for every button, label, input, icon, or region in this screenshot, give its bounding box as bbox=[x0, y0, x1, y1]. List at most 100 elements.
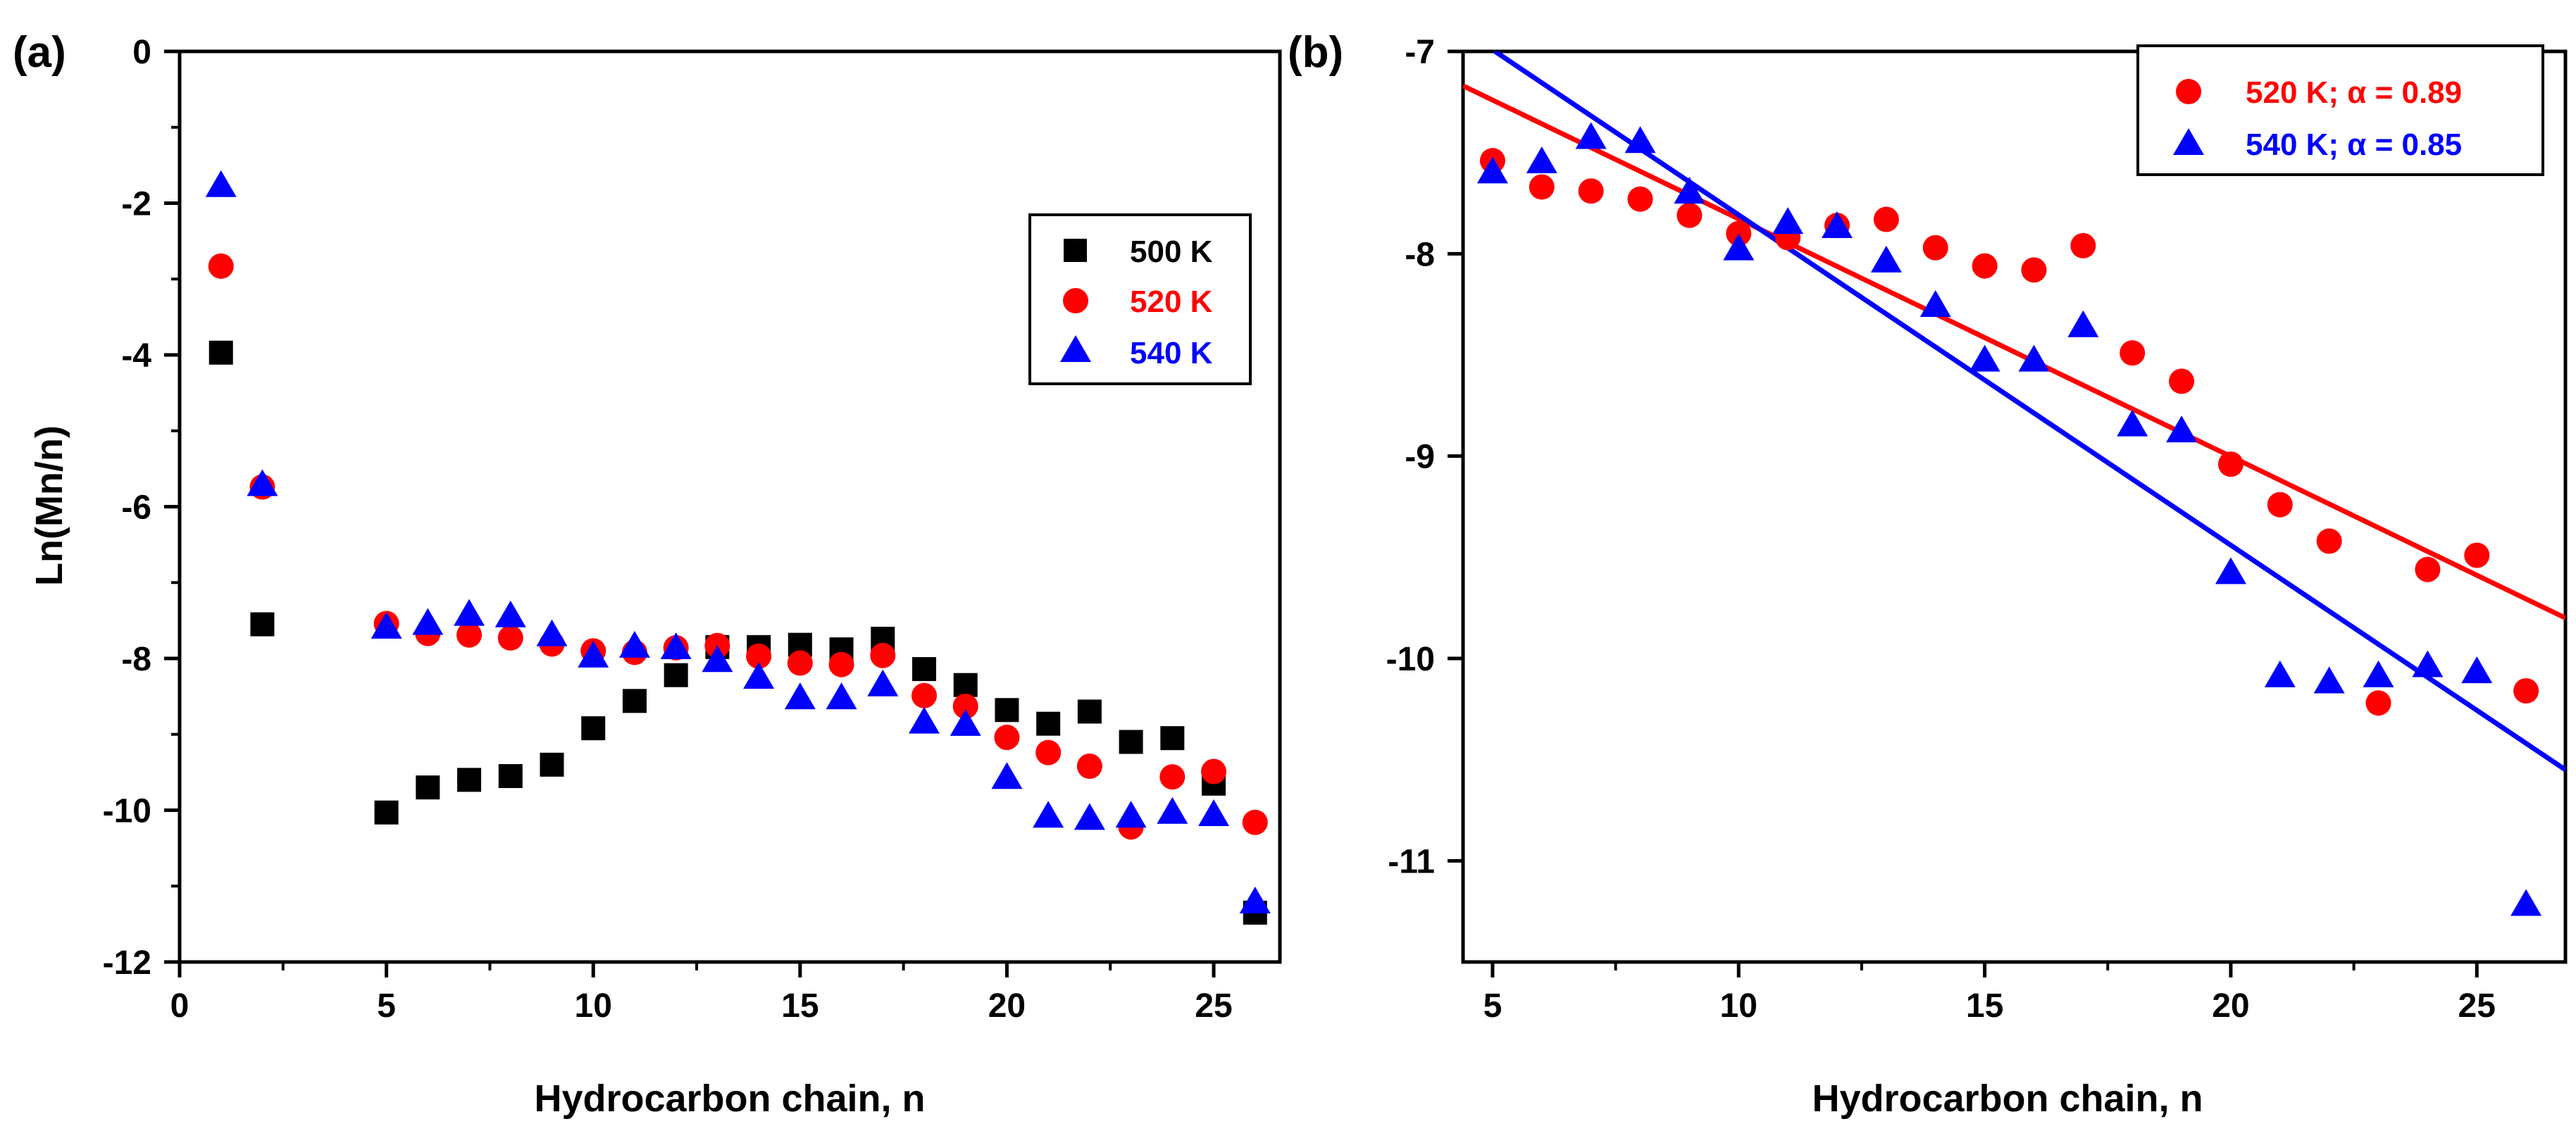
x-tick-label: 5 bbox=[1483, 987, 1502, 1025]
data-point-circle bbox=[2464, 542, 2490, 568]
panel-a-plot-frame bbox=[178, 49, 1282, 964]
data-point-circle bbox=[1242, 809, 1268, 835]
panel-a: (a) 0 5 10 15 20 25 0 -2 -4 -6 -8 -10 -12 Hydrocarbo… bbox=[13, 28, 1282, 1120]
data-point-triangle bbox=[1624, 126, 1656, 154]
y-tick-label: -6 bbox=[121, 489, 151, 527]
data-point-triangle bbox=[826, 682, 857, 710]
data-point-circle bbox=[2267, 492, 2293, 518]
data-point-circle bbox=[1676, 202, 1703, 228]
x-tick-label: 10 bbox=[575, 987, 612, 1025]
data-point-circle bbox=[1529, 174, 1555, 200]
data-point-triangle bbox=[1969, 344, 2001, 372]
data-point-square bbox=[540, 752, 564, 777]
legend-label-520k-fit: 520 K; α = 0.89 bbox=[2246, 75, 2462, 110]
data-point-triangle bbox=[578, 640, 609, 668]
data-point-circle bbox=[1578, 178, 1604, 204]
data-point-square bbox=[911, 657, 936, 682]
data-point-circle bbox=[1076, 754, 1102, 780]
panel-b-x-axis-title: Hydrocarbon chain, n bbox=[1812, 1077, 2203, 1120]
y-tick-label: -8 bbox=[121, 641, 151, 678]
data-point-circle bbox=[2169, 368, 2195, 394]
data-point-circle bbox=[787, 650, 813, 676]
data-point-square bbox=[1119, 730, 1143, 754]
legend-label-520k-fit-name: 520 K; bbox=[2246, 75, 2347, 110]
data-point-square bbox=[581, 716, 606, 741]
data-point-square bbox=[664, 663, 688, 687]
fit-line bbox=[1493, 51, 2565, 772]
data-point-triangle bbox=[1157, 796, 1188, 824]
data-point-triangle bbox=[991, 762, 1023, 789]
data-point-triangle bbox=[784, 682, 816, 710]
data-point-square bbox=[498, 764, 523, 789]
legend-marker-540k-fit bbox=[2173, 128, 2204, 155]
data-point-circle bbox=[2217, 451, 2244, 477]
data-point-circle bbox=[911, 682, 937, 708]
data-point-triangle bbox=[2461, 656, 2493, 684]
data-point-triangle bbox=[1821, 211, 1853, 238]
y-tick-label: -9 bbox=[1405, 439, 1435, 476]
data-point-square bbox=[416, 775, 440, 800]
x-tick-label: 5 bbox=[377, 987, 396, 1025]
data-point-triangle bbox=[247, 469, 278, 496]
data-point-triangle bbox=[2313, 666, 2345, 694]
legend-label-540k-fit-name: 540 K; bbox=[2246, 127, 2347, 162]
legend-label-520k: 520 K bbox=[1130, 285, 1213, 319]
data-point-triangle bbox=[2018, 344, 2050, 372]
data-point-circle bbox=[870, 642, 896, 668]
panel-a-y-axis-title: Ln(Mn/n) bbox=[28, 425, 70, 586]
data-point-square bbox=[1036, 711, 1061, 736]
panel-a-x-axis-title: Hydrocarbon chain, n bbox=[534, 1077, 925, 1120]
y-tick-label: -11 bbox=[1388, 843, 1435, 880]
data-point-triangle bbox=[454, 599, 485, 626]
data-point-triangle bbox=[2264, 660, 2296, 687]
panel-b-legend-box bbox=[2136, 44, 2544, 176]
data-point-triangle bbox=[1870, 245, 1902, 273]
panel-a-ticks: 0 5 10 15 20 25 0 -2 -4 -6 -8 -10 -12 bbox=[103, 34, 1233, 1025]
legend-marker-500k bbox=[1064, 239, 1087, 262]
legend-label-540k: 540 K bbox=[1130, 336, 1213, 370]
data-point-circle bbox=[1972, 253, 1998, 279]
data-point-triangle bbox=[2117, 409, 2148, 437]
data-point-triangle bbox=[1239, 886, 1271, 913]
data-point-triangle bbox=[2215, 557, 2246, 585]
data-point-triangle bbox=[2412, 650, 2444, 677]
data-point-triangle bbox=[1074, 803, 1105, 830]
data-point-triangle bbox=[2067, 310, 2099, 337]
panel-b-legend: 520 K; α = 0.89 540 K; α = 0.85 bbox=[2136, 44, 2544, 176]
x-tick-label: 15 bbox=[1966, 987, 2003, 1025]
data-point-triangle bbox=[908, 706, 940, 734]
data-point-circle bbox=[994, 725, 1020, 751]
panel-b-ticks: 5 10 15 20 25 -7 -8 -9 -10 -11 bbox=[1386, 34, 2496, 1025]
data-point-circle bbox=[1159, 764, 1186, 790]
data-point-circle bbox=[952, 693, 978, 719]
data-point-triangle bbox=[1526, 146, 1557, 174]
data-point-circle bbox=[1201, 758, 1227, 785]
data-point-square bbox=[457, 768, 482, 792]
data-point-square bbox=[953, 673, 978, 697]
data-point-square bbox=[1077, 699, 1102, 724]
data-point-circle bbox=[1627, 186, 1653, 212]
data-point-circle bbox=[828, 651, 854, 677]
legend-label-500k: 500 K bbox=[1130, 235, 1213, 269]
data-point-triangle bbox=[1198, 799, 1230, 827]
y-tick-label: -8 bbox=[1405, 236, 1435, 273]
data-point-square bbox=[250, 612, 275, 637]
panel-b-plot-frame bbox=[1461, 49, 2568, 964]
y-tick-label: -2 bbox=[121, 186, 151, 223]
panel-b: (b) 5 10 15 20 25 -7 -8 -9 -10 -11 Hydrocarbon ch… bbox=[1288, 28, 2568, 1120]
legend-label-540k-fit: 540 K; α = 0.85 bbox=[2246, 127, 2462, 162]
data-point-triangle bbox=[1575, 122, 1607, 149]
data-point-square bbox=[995, 698, 1019, 723]
fit-line bbox=[1463, 83, 2565, 620]
data-point-triangle bbox=[1772, 207, 1804, 235]
legend-marker-520k-fit bbox=[2176, 79, 2201, 104]
data-point-triangle bbox=[2166, 415, 2198, 443]
data-point-circle bbox=[746, 643, 772, 669]
data-point-triangle bbox=[536, 619, 568, 646]
legend-marker-540k bbox=[1060, 335, 1091, 362]
data-point-triangle bbox=[1476, 156, 1508, 184]
panel-b-fit-lines bbox=[1463, 51, 2565, 772]
data-point-circle bbox=[497, 625, 523, 651]
data-point-square bbox=[209, 340, 233, 365]
